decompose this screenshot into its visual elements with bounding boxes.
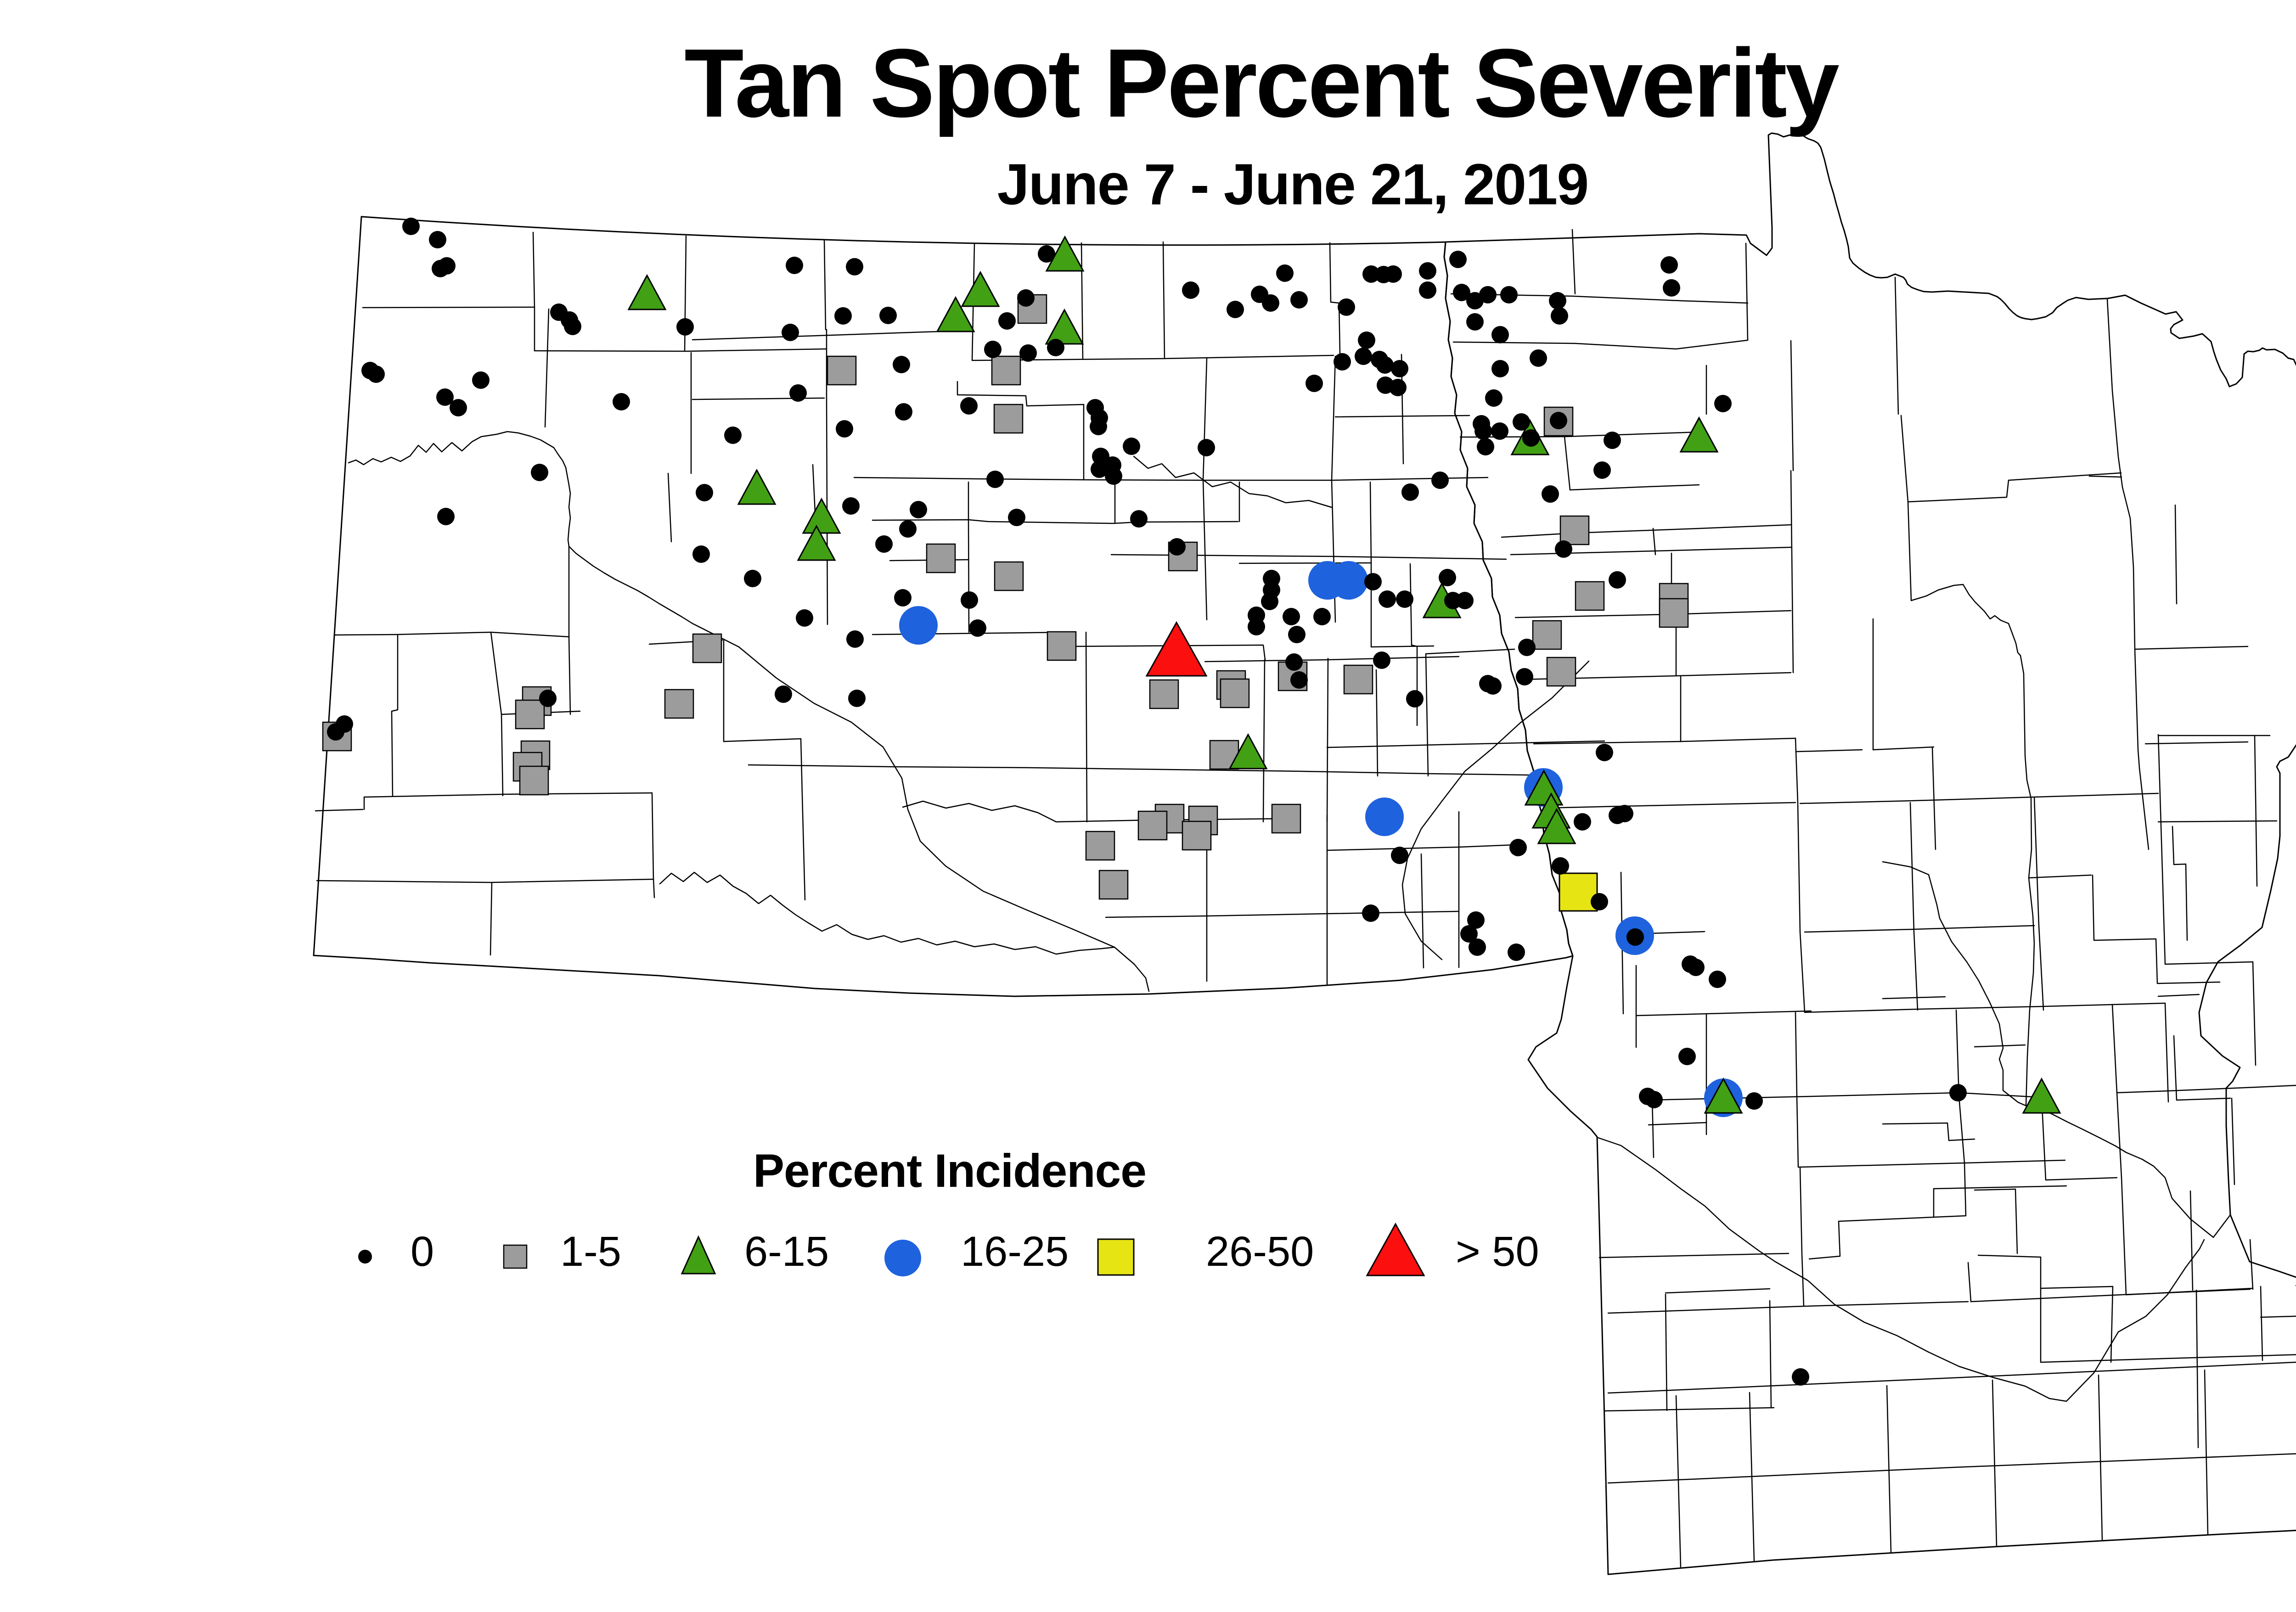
svg-text:0: 0 xyxy=(411,1228,434,1275)
svg-text:6-15: 6-15 xyxy=(744,1228,829,1275)
svg-text:Tan Spot Percent Severity: Tan Spot Percent Severity xyxy=(684,28,1839,137)
svg-text:16-25: 16-25 xyxy=(961,1228,1069,1275)
svg-text:June 7 - June 21, 2019: June 7 - June 21, 2019 xyxy=(997,152,1588,217)
svg-text:> 50: > 50 xyxy=(1456,1228,1539,1275)
svg-text:1-5: 1-5 xyxy=(560,1228,621,1275)
svg-text:26-50: 26-50 xyxy=(1206,1228,1314,1275)
svg-text:Percent Incidence: Percent Incidence xyxy=(753,1145,1146,1197)
